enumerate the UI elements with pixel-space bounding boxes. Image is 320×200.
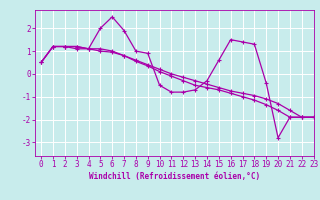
X-axis label: Windchill (Refroidissement éolien,°C): Windchill (Refroidissement éolien,°C) [89,172,260,181]
